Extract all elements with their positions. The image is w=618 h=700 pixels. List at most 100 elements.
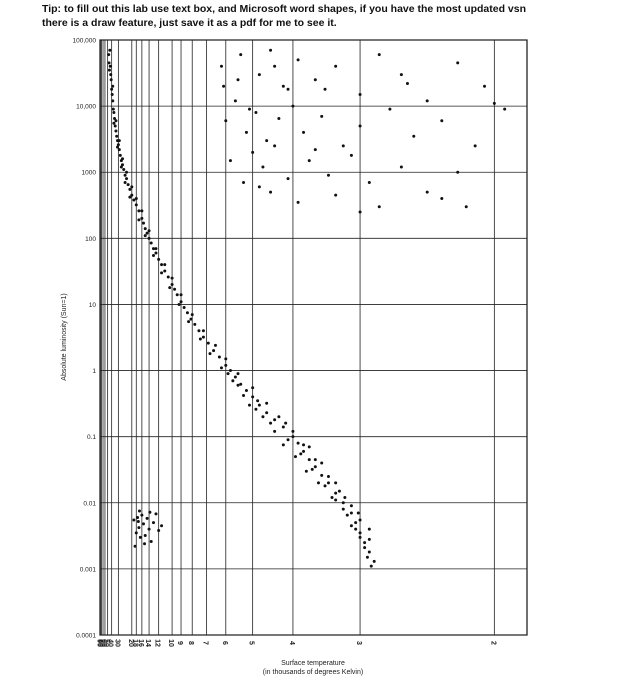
star-point (349, 153, 353, 157)
star-point (242, 393, 246, 397)
star-point (187, 320, 191, 324)
star-point (236, 78, 240, 82)
y-axis-label: Absolute luminosity (Sun=1) (61, 293, 68, 380)
star-point (302, 130, 306, 134)
star-point (307, 445, 311, 449)
star-point (154, 251, 158, 255)
star-point (273, 144, 277, 148)
star-point (358, 210, 362, 214)
star-point (354, 521, 358, 525)
star-point (160, 263, 164, 267)
star-point (130, 193, 134, 197)
star-point (185, 311, 189, 315)
star-point (115, 134, 119, 138)
star-point (111, 107, 115, 111)
star-point (286, 438, 290, 442)
star-point (473, 144, 477, 148)
star-point (323, 87, 327, 91)
star-point (456, 170, 460, 174)
x-tick-label: 10 (167, 639, 174, 647)
star-point (365, 555, 369, 559)
star-point (222, 84, 226, 88)
star-point (166, 275, 170, 279)
star-point (291, 429, 295, 433)
star-point (143, 533, 147, 537)
star-point (163, 263, 167, 267)
star-point (189, 317, 193, 321)
star-point (201, 335, 205, 339)
star-point (140, 513, 144, 517)
star-point (111, 84, 115, 88)
star-point (151, 253, 155, 257)
star-point (363, 546, 367, 550)
star-point (236, 383, 240, 387)
star-point (113, 116, 117, 120)
star-point (154, 512, 158, 516)
star-point (320, 114, 324, 118)
star-point (456, 61, 460, 65)
star-point (320, 473, 324, 477)
star-point (334, 64, 338, 68)
star-point (349, 511, 353, 515)
star-point (128, 187, 132, 191)
star-point (302, 443, 306, 447)
star-point (302, 449, 306, 453)
star-point (212, 349, 216, 353)
star-point (503, 107, 507, 111)
star-point (291, 104, 295, 108)
star-point (137, 509, 141, 513)
star-point (277, 415, 281, 419)
star-point (377, 53, 381, 57)
star-point (369, 564, 373, 568)
star-point (358, 535, 362, 539)
x-tick-label: 7 (202, 641, 209, 645)
star-point (330, 496, 334, 500)
star-point (349, 524, 353, 528)
y-tick-label: 1000 (82, 170, 97, 177)
star-point (291, 435, 295, 439)
star-point (163, 269, 167, 273)
star-point (175, 293, 179, 297)
star-point (121, 157, 125, 161)
star-point (273, 418, 277, 422)
star-point (367, 537, 371, 541)
star-point (118, 153, 122, 157)
star-point (269, 421, 273, 425)
star-point (141, 522, 145, 526)
star-point (307, 159, 311, 163)
star-point (108, 48, 112, 52)
x-tick-label: 30 (113, 639, 120, 647)
star-point (399, 165, 403, 169)
star-point (108, 64, 112, 68)
star-point (119, 165, 123, 169)
star-point (345, 513, 349, 517)
star-point (269, 48, 273, 52)
plot-frame (99, 39, 528, 636)
star-point (137, 209, 141, 213)
star-point (277, 116, 281, 120)
star-point (168, 286, 172, 290)
x-tick-label: 6 (221, 641, 228, 645)
star-point (217, 355, 221, 359)
star-point (358, 124, 362, 128)
star-point (310, 467, 314, 471)
x-tick-label: 12 (154, 639, 161, 647)
x-tick-label: 5 (248, 641, 255, 645)
y-tick-label: 0.0001 (76, 633, 96, 640)
y-tick-label: 10,000 (76, 104, 96, 111)
star-point (341, 507, 345, 511)
star-point (343, 496, 347, 500)
star-point (313, 458, 317, 462)
star-point (247, 403, 251, 407)
star-point (116, 145, 120, 149)
star-point (122, 167, 126, 171)
chart-grid (100, 39, 527, 636)
star-point (228, 159, 232, 163)
star-point (206, 341, 210, 345)
star-point (349, 504, 353, 508)
star-point (257, 185, 261, 189)
y-tick-label: 0.001 (80, 566, 97, 573)
star-point (341, 144, 345, 148)
star-point (281, 84, 285, 88)
